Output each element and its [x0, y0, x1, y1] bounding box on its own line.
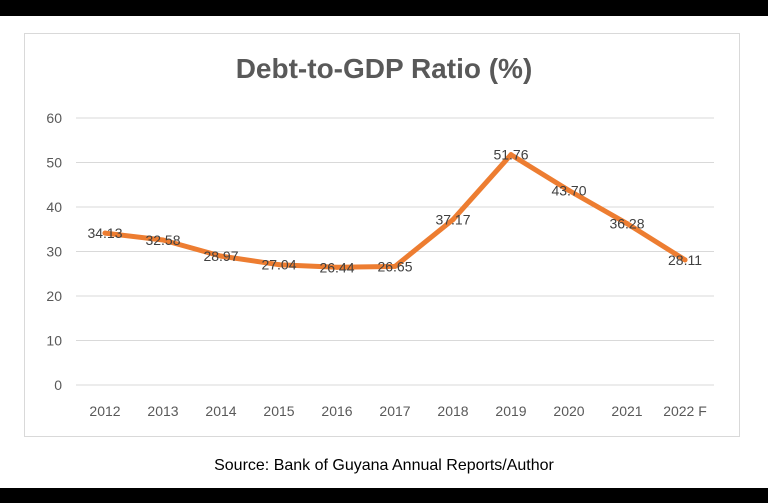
x-tick-label: 2020	[553, 403, 584, 419]
data-label: 51.76	[493, 147, 528, 163]
data-point	[102, 230, 108, 236]
data-label: 32.58	[145, 232, 180, 248]
y-axis-ticks: 0 10 20 30 40 50 60	[46, 110, 62, 393]
x-tick-label: 2013	[147, 403, 178, 419]
data-point	[624, 221, 630, 227]
y-tick-label: 60	[46, 110, 62, 126]
data-point	[508, 152, 514, 158]
x-tick-label: 2012	[89, 403, 120, 419]
y-tick-label: 10	[46, 333, 62, 349]
data-point	[160, 237, 166, 243]
data-point	[682, 257, 688, 263]
series-line	[102, 152, 688, 270]
data-point	[450, 217, 456, 223]
data-point	[392, 263, 398, 269]
x-tick-label: 2015	[263, 403, 294, 419]
data-label: 43.70	[551, 183, 586, 199]
x-tick-label: 2021	[611, 403, 642, 419]
x-tick-label: 2018	[437, 403, 468, 419]
grid-lines	[76, 117, 714, 386]
data-point	[276, 262, 282, 268]
x-tick-label: 2014	[205, 403, 236, 419]
bottom-black-bar	[0, 488, 768, 503]
x-tick-label: 2022 F	[663, 403, 707, 419]
data-point	[566, 188, 572, 194]
y-tick-label: 30	[46, 244, 62, 260]
data-label: 36.28	[609, 216, 644, 232]
data-label: 34.13	[87, 225, 122, 241]
x-tick-label: 2019	[495, 403, 526, 419]
data-label: 27.04	[261, 257, 296, 273]
x-tick-label: 2017	[379, 403, 410, 419]
x-axis-ticks: 2012 2013 2014 2015 2016 2017 2018 2019 2020 2021…	[89, 403, 706, 419]
top-black-bar	[0, 0, 768, 16]
data-point	[218, 253, 224, 259]
data-label: 26.44	[319, 259, 354, 275]
source-caption: Source: Bank of Guyana Annual Reports/Au…	[214, 457, 554, 474]
y-tick-label: 0	[54, 377, 62, 393]
y-tick-label: 50	[46, 155, 62, 171]
series-line-layer	[102, 152, 688, 270]
y-tick-label: 40	[46, 199, 62, 215]
data-label: 37.17	[435, 212, 470, 228]
y-tick-label: 20	[46, 288, 62, 304]
chart-frame	[24, 33, 740, 437]
data-label: 28.11	[668, 252, 702, 268]
data-labels: 34.13 32.58 28.97 27.04 26.44 26.65 37.17 51.76…	[87, 147, 702, 276]
data-point	[334, 264, 340, 270]
x-tick-label: 2016	[321, 403, 352, 419]
data-label: 26.65	[377, 258, 412, 274]
data-label: 28.97	[203, 248, 238, 264]
chart-title: Debt-to-GDP Ratio (%)	[235, 53, 533, 84]
